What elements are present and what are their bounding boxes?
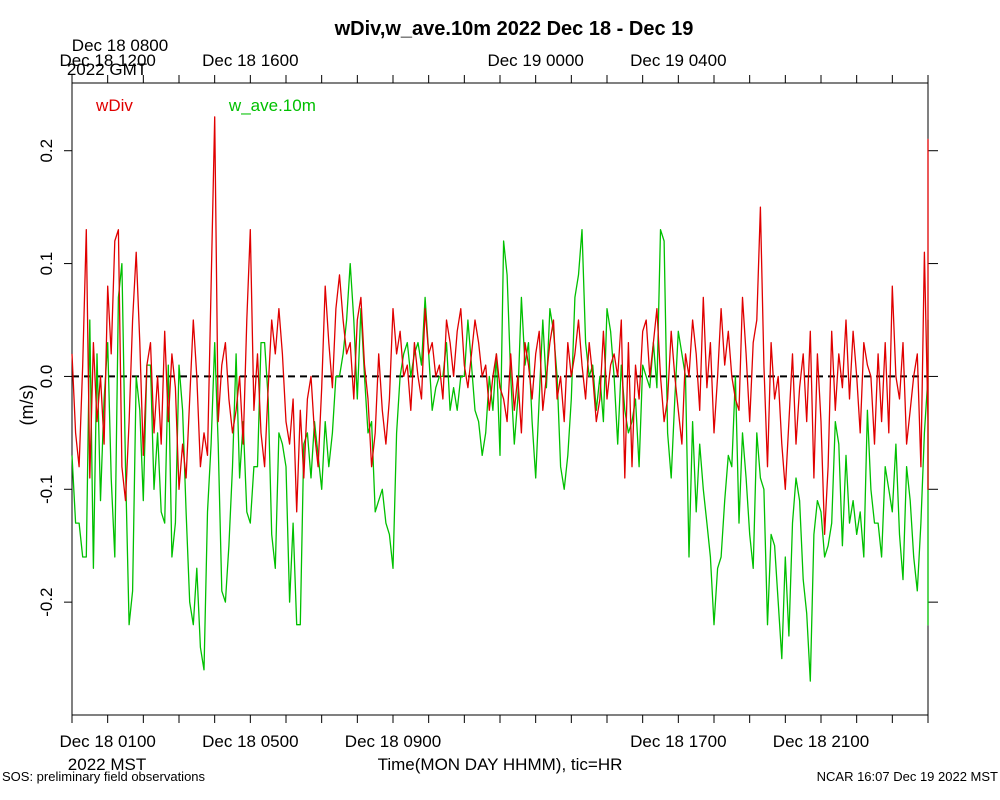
x-axis-label: Time(MON DAY HHMM), tic=HR xyxy=(378,755,623,774)
series-line-wdiv xyxy=(71,116,929,536)
x-tick-label-top: Dec 19 0000 xyxy=(487,51,583,70)
y-tick-label: -0.1 xyxy=(37,475,56,504)
axis-ticks xyxy=(64,75,938,723)
y-axis-label: (m/s) xyxy=(17,385,37,426)
series-layer xyxy=(71,116,929,682)
footer-left: SOS: preliminary field observations xyxy=(2,769,206,784)
chart-title: wDiv,w_ave.10m 2022 Dec 18 - Dec 19 xyxy=(334,18,694,40)
top-start-label-line2: 2022 GMT xyxy=(67,60,147,79)
legend-label: w_ave.10m xyxy=(228,96,316,115)
y-tick-label: 0.2 xyxy=(37,139,56,163)
x-tick-label-bottom: Dec 18 2100 xyxy=(773,732,869,751)
x-tick-label-bottom: Dec 18 0900 xyxy=(345,732,441,751)
x-tick-label-top: Dec 19 0400 xyxy=(630,51,726,70)
x-tick-label-top: Dec 18 1600 xyxy=(202,51,298,70)
x-tick-label-bottom: Dec 18 0500 xyxy=(202,732,298,751)
axis-labels: -0.2 -0.1 0.0 0.1 0.2 Dec 18 0100 Dec 18 0500 D… xyxy=(37,51,869,751)
y-tick-label: 0.1 xyxy=(37,252,56,276)
legend-label: wDiv xyxy=(95,96,133,115)
x-tick-label-bottom: Dec 18 0100 xyxy=(59,732,155,751)
y-tick-label: -0.2 xyxy=(37,587,56,616)
x-tick-label-top: Dec 18 1200 xyxy=(59,51,155,70)
top-start-label-line1: Dec 18 0800 xyxy=(72,36,168,55)
x-tick-label-bottom: Dec 18 1700 xyxy=(630,732,726,751)
footer-right: NCAR 16:07 Dec 19 2022 MST xyxy=(817,769,998,784)
y-tick-label: 0.0 xyxy=(37,365,56,389)
bottom-start-label-line2: 2022 MST xyxy=(68,755,146,774)
